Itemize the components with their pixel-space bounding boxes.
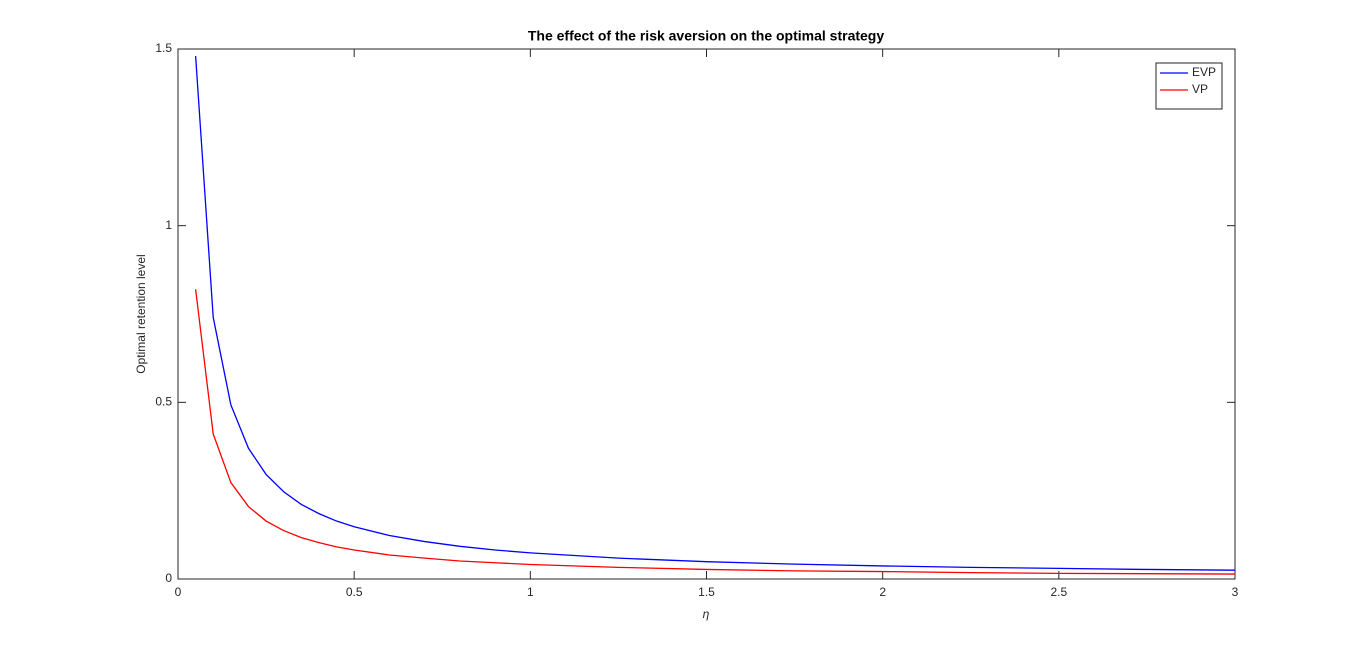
- series-line: [194, 56, 1236, 571]
- chart-title: The effect of the risk aversion on the o…: [528, 28, 885, 44]
- legend-box: [1155, 62, 1223, 110]
- y-axis-label: Optimal retention level: [134, 254, 148, 373]
- x-tick-label: 0.5: [346, 585, 363, 599]
- x-tick-label: 1.5: [698, 585, 715, 599]
- y-tick-label: 0.5: [155, 395, 172, 409]
- x-tick-label: 0: [175, 585, 182, 599]
- y-tick-label: 1: [165, 218, 172, 232]
- x-tick-label: 3: [1232, 585, 1239, 599]
- x-tick-label: 1: [527, 585, 534, 599]
- x-axis-label: η: [703, 607, 710, 621]
- legend-label: EVP: [1192, 65, 1216, 79]
- y-tick-label: 0: [165, 571, 172, 585]
- x-tick-label: 2: [879, 585, 886, 599]
- series-line: [194, 289, 1236, 575]
- x-tick-label: 2.5: [1050, 585, 1067, 599]
- y-tick-label: 1.5: [155, 41, 172, 55]
- legend-label: VP: [1192, 82, 1208, 96]
